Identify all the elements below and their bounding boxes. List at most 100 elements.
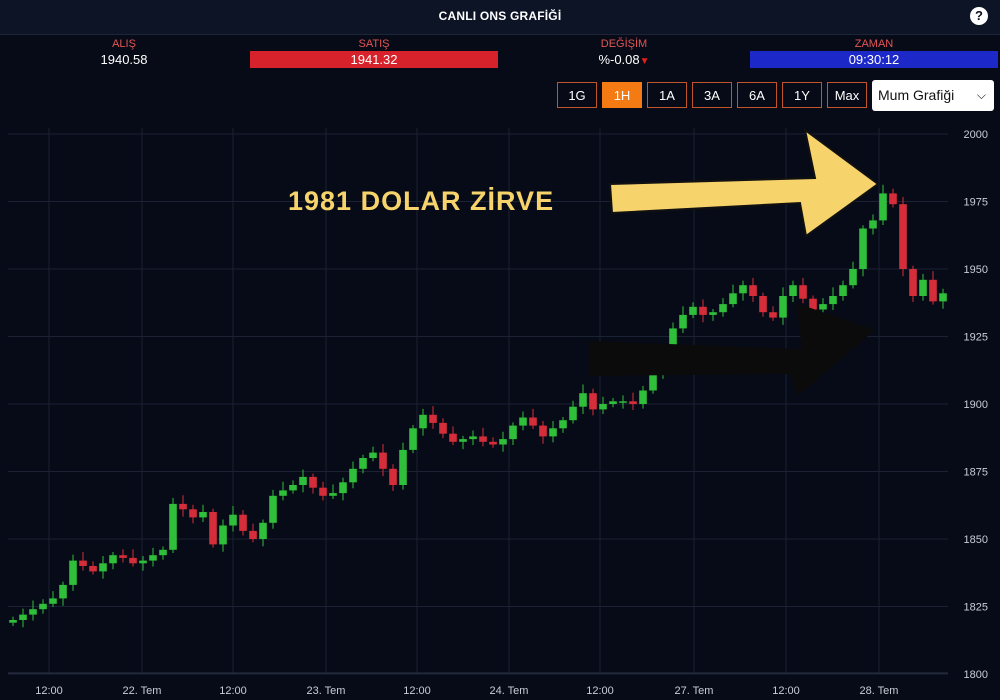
range-button-1a[interactable]: 1A [647, 82, 687, 108]
y-tick-label: 1950 [964, 264, 988, 276]
question-icon[interactable]: ? [970, 7, 988, 25]
candle-body [819, 304, 827, 310]
candle-body [429, 414, 437, 423]
candle-body [89, 566, 97, 572]
candle-body [339, 482, 347, 494]
candle-body [29, 609, 37, 615]
candle-body [499, 439, 507, 445]
candle-body [239, 514, 247, 531]
candle-body [639, 390, 647, 404]
y-tick-label: 1850 [964, 534, 988, 546]
candle-body [79, 560, 87, 566]
candle-body [169, 503, 177, 550]
candle-body [559, 420, 567, 429]
change-value-wrap: %-0.08▼ [500, 51, 748, 68]
candle-body [319, 487, 327, 496]
candle-body [749, 285, 757, 296]
change-label: DEĞİŞİM [600, 38, 648, 50]
candle-body [709, 312, 717, 315]
candle-body [609, 401, 617, 404]
sell-quote: SATIŞ 1941.32 [250, 36, 498, 72]
candle-body [199, 512, 207, 518]
candle-body [309, 476, 317, 488]
candle-series [9, 184, 947, 628]
candle-body [599, 404, 607, 410]
candle-body [579, 393, 587, 407]
candle-body [879, 193, 887, 221]
candlestick-chart: 1800 1825 1850 1875 1900 1925 1950 1975 2000 12:… [8, 128, 988, 697]
candle-body [669, 328, 677, 350]
candle-body [449, 433, 457, 442]
candle-body [479, 436, 487, 442]
candle-body [419, 414, 427, 429]
candle-body [349, 468, 357, 483]
candle-body [119, 555, 127, 558]
range-button-6a[interactable]: 6A [737, 82, 777, 108]
candle-body [549, 428, 557, 437]
y-tick-label: 2000 [964, 129, 988, 141]
candle-body [619, 401, 627, 403]
candle-body [489, 441, 497, 445]
candle-body [279, 490, 287, 496]
candle-body [149, 555, 157, 561]
arrow-shape [590, 303, 875, 396]
y-tick-label: 1825 [964, 602, 988, 614]
candle-body [269, 495, 277, 523]
range-button-1y[interactable]: 1Y [782, 82, 822, 108]
candle-body [849, 269, 857, 286]
change-value: %-0.08 [598, 52, 640, 67]
x-tick-label: 12:00 [772, 685, 800, 697]
candle-body [899, 204, 907, 269]
candle-body [229, 514, 237, 526]
candle-body [459, 439, 467, 442]
range-button-max[interactable]: Max [827, 82, 867, 108]
range-button-3a[interactable]: 3A [692, 82, 732, 108]
candle-body [259, 522, 267, 539]
chart-type-value: Mum Grafiği [878, 87, 955, 103]
quote-strip: ALIŞ 1940.58 SATIŞ 1941.32 DEĞİŞİM %-0.0… [0, 36, 1000, 72]
range-button-1g[interactable]: 1G [557, 82, 597, 108]
time-quote: ZAMAN 09:30:12 [750, 36, 998, 72]
candle-body [589, 393, 597, 410]
candle-body [469, 436, 477, 440]
candle-body [679, 314, 687, 329]
candle-body [509, 425, 517, 440]
candle-body [539, 425, 547, 437]
sell-value: 1941.32 [250, 51, 498, 68]
x-tick-label: 27. Tem [675, 685, 714, 697]
candle-body [369, 452, 377, 458]
candle-body [869, 220, 877, 229]
candle-body [719, 304, 727, 313]
x-tick-label: 12:00 [35, 685, 63, 697]
candle-body [49, 598, 57, 604]
x-tick-label: 23. Tem [307, 685, 346, 697]
x-tick-label: 22. Tem [123, 685, 162, 697]
candle-body [769, 312, 777, 318]
candle-body [729, 293, 737, 305]
y-tick-label: 1900 [964, 399, 988, 411]
x-tick-label: 12:00 [586, 685, 614, 697]
candle-body [859, 228, 867, 269]
x-tick-label: 28. Tem [860, 685, 899, 697]
candle-body [649, 371, 657, 391]
candle-body [529, 417, 537, 426]
range-toolbar: 1G 1H 1A 3A 6A 1Y Max [0, 80, 1000, 112]
candle-body [99, 563, 107, 572]
y-tick-label: 1875 [964, 467, 988, 479]
candle-body [59, 584, 67, 599]
chart-type-select[interactable]: Mum Grafiği ⌵ [872, 80, 994, 111]
y-tick-label: 1975 [964, 197, 988, 209]
candle-body [699, 306, 707, 315]
candle-body [909, 269, 917, 296]
candle-body [889, 193, 897, 205]
y-tick-label: 1800 [964, 669, 988, 681]
candle-body [799, 285, 807, 299]
x-axis: 12:00 22. Tem 12:00 23. Tem 12:00 24. Tem 12:0… [8, 672, 948, 697]
sell-label: SATIŞ [358, 38, 390, 50]
range-button-1h[interactable]: 1H [602, 82, 642, 108]
buy-value: 1940.58 [100, 52, 148, 67]
candle-body [129, 557, 137, 564]
buy-quote: ALIŞ 1940.58 [0, 36, 248, 72]
candle-body [919, 279, 927, 296]
candle-body [299, 476, 307, 485]
